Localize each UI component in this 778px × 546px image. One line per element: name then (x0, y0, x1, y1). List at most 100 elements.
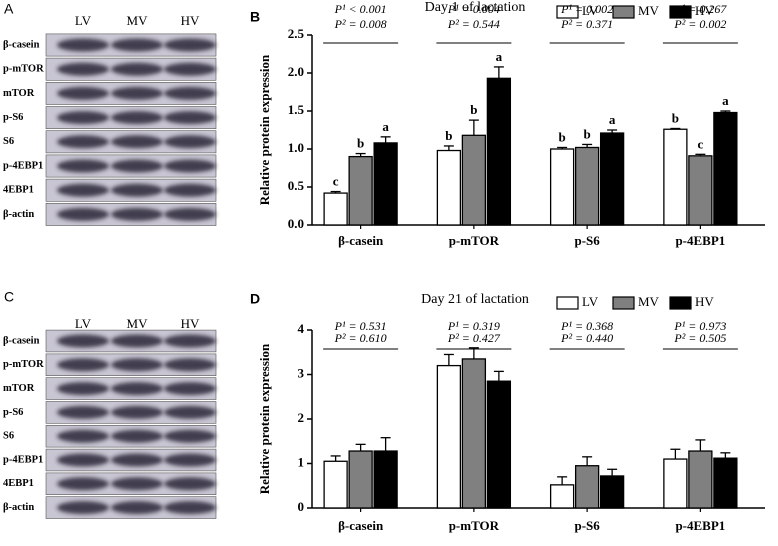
legend-swatch (556, 5, 579, 19)
bar (663, 128, 688, 226)
blot-band (164, 207, 216, 221)
y-tick-label: 4 (298, 321, 305, 336)
legend-label: HV (695, 3, 714, 18)
bar (373, 450, 398, 509)
protein-label: mTOR (3, 383, 35, 394)
legend-label: HV (695, 294, 714, 309)
blot-band (57, 207, 109, 221)
bar (688, 450, 713, 509)
protein-label: p-4EBP1 (3, 454, 43, 465)
bar (599, 132, 625, 226)
protein-label: 4EBP1 (3, 478, 34, 489)
protein-label: p-4EBP1 (3, 160, 43, 171)
blot-band (164, 453, 216, 467)
y-tick-label: 1 (298, 454, 305, 469)
bar (599, 475, 625, 509)
legend-label: MV (638, 3, 660, 18)
p-value: P¹ = 0.267 (673, 2, 727, 16)
chart-title: Day 1 of lactation (425, 0, 526, 15)
blot-band (164, 358, 216, 372)
blot-band (164, 382, 216, 396)
legend-swatch (556, 296, 579, 310)
blot-band (57, 382, 109, 396)
legend-label: MV (638, 294, 660, 309)
blot-band (164, 86, 216, 100)
blot-band (111, 382, 163, 396)
blot-band (57, 135, 109, 149)
bar (323, 192, 348, 226)
blot-band (57, 111, 109, 125)
blot-band (57, 334, 109, 348)
blot-band (111, 86, 163, 100)
y-tick-label: 2.0 (288, 64, 304, 79)
significance-letter: b (584, 126, 591, 141)
bar (436, 149, 462, 226)
protein-label: p-S6 (3, 112, 23, 123)
bar (688, 155, 713, 226)
chart-title: Day 21 of lactation (421, 292, 529, 307)
protein-label: p-S6 (3, 407, 23, 418)
blot-band (164, 183, 216, 197)
blot-band (111, 183, 163, 197)
p-value: P¹ = 0.319 (447, 319, 500, 333)
p-value: P² = 0.505 (673, 331, 726, 345)
bar (713, 111, 738, 226)
blot-band (111, 334, 163, 348)
protein-label: mTOR (3, 88, 35, 99)
blot-band (111, 207, 163, 221)
legend-swatch (669, 5, 692, 19)
panel-label: A (4, 1, 14, 17)
blot-band (164, 62, 216, 76)
protein-label: β-actin (3, 502, 34, 513)
significance-letter: b (470, 102, 477, 117)
significance-letter: a (722, 93, 729, 108)
bar (486, 77, 512, 226)
y-tick-label: 2.5 (288, 26, 305, 41)
blot-band (57, 429, 109, 443)
blot-band (111, 405, 163, 419)
p-value: P¹ = 0.531 (334, 319, 387, 333)
blot-band (164, 159, 216, 173)
bar (549, 484, 575, 509)
blot-band (111, 358, 163, 372)
p-value: P¹ = 0.002 (560, 2, 613, 16)
bar (461, 358, 487, 509)
blot-band (164, 334, 216, 348)
protein-label: 4EBP1 (3, 185, 34, 196)
blot-band (164, 135, 216, 149)
significance-letter: a (609, 112, 616, 127)
y-axis-label: Relative protein expression (257, 343, 272, 494)
p-value: P¹ < 0.001 (334, 2, 387, 16)
bar (713, 457, 738, 509)
panel-label: D (250, 291, 260, 307)
significance-letter: c (697, 136, 703, 151)
protein-label: S6 (3, 136, 14, 147)
blot-band (57, 159, 109, 173)
x-tick-label: p-S6 (574, 518, 600, 533)
blot-band (111, 501, 163, 515)
protein-label: β-actin (3, 209, 34, 220)
y-tick-label: 3 (298, 365, 305, 380)
legend-label: LV (582, 3, 599, 18)
significance-letter: a (496, 49, 503, 64)
panel-label: C (4, 289, 14, 305)
blot-band (111, 159, 163, 173)
bar (348, 155, 373, 226)
p-value: P² = 0.008 (334, 17, 387, 31)
p-value: P¹ = 0.004 (447, 2, 500, 16)
bar (373, 142, 398, 226)
lane-label: MV (127, 13, 149, 28)
y-tick-label: 0 (298, 499, 305, 514)
protein-label: p-mTOR (3, 64, 44, 75)
bar (323, 460, 348, 509)
blot-band (57, 477, 109, 491)
blot-band (164, 38, 216, 52)
p-value: P² = 0.371 (560, 17, 613, 31)
significance-letter: c (333, 174, 339, 189)
x-tick-label: β-casein (338, 518, 384, 533)
legend-label: LV (582, 294, 599, 309)
bar (348, 450, 373, 509)
blot-band (164, 501, 216, 515)
x-tick-label: p-4EBP1 (675, 233, 725, 248)
